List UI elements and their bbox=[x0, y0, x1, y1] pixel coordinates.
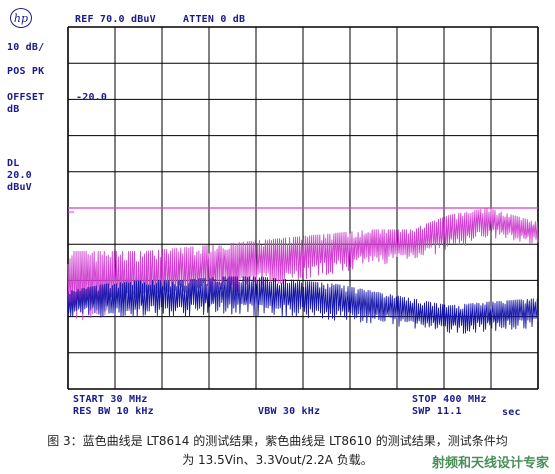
video-bandwidth: VBW 30 kHz bbox=[258, 406, 321, 417]
start-frequency: START 30 MHz bbox=[73, 394, 148, 405]
offset-unit: dB bbox=[7, 104, 20, 115]
dl-value: 20.0 bbox=[7, 170, 32, 181]
reference-level: REF 70.0 dBuV bbox=[75, 14, 156, 25]
figure-caption-line2: 为 13.5Vin、3.3Vout/2.2A 负载。 bbox=[182, 453, 373, 467]
attenuation: ATTEN 0 dB bbox=[183, 14, 246, 25]
resolution-bandwidth: RES BW 10 kHz bbox=[73, 406, 154, 417]
detector-label: POS PK bbox=[7, 66, 45, 77]
sweep-time: SWP 11.1 bbox=[412, 406, 462, 417]
dl-label: DL bbox=[7, 158, 20, 169]
watermark: 射频和天线设计专家 bbox=[431, 456, 549, 471]
hp-logo: hp bbox=[10, 8, 32, 28]
dl-unit: dBuV bbox=[7, 182, 32, 193]
figure-caption-line1: 图 3：蓝色曲线是 LT8614 的测试结果，紫色曲线是 LT8610 的测试结… bbox=[47, 434, 508, 448]
stop-frequency: STOP 400 MHz bbox=[412, 394, 487, 405]
trace-lt8614 bbox=[67, 276, 539, 334]
scale-label: 10 dB/ bbox=[7, 42, 45, 53]
offset-label: OFFSET bbox=[7, 92, 45, 103]
trace-lt8610 bbox=[67, 207, 539, 321]
traces bbox=[67, 207, 539, 334]
sweep-unit: sec bbox=[502, 407, 521, 418]
offset-value: -20.0 bbox=[76, 92, 108, 103]
display-line bbox=[68, 207, 538, 213]
